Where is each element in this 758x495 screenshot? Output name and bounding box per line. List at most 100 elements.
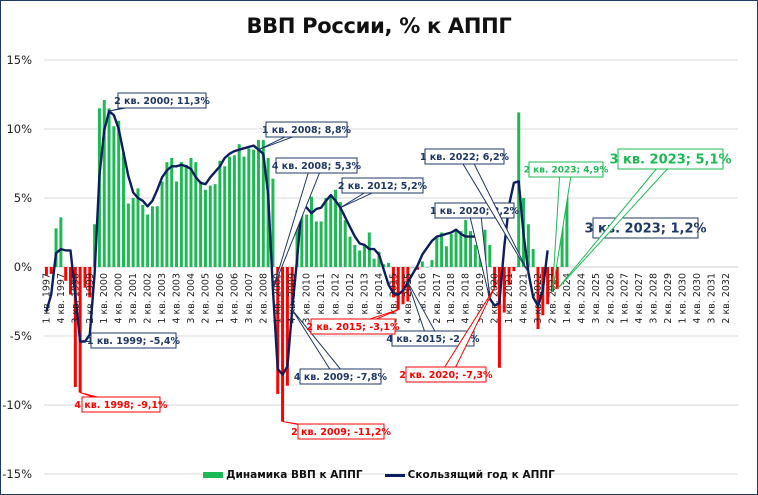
- bar: [387, 262, 391, 267]
- bar: [329, 195, 333, 267]
- x-tick-label: 4 кв. 2027: [634, 273, 645, 324]
- bar: [126, 203, 130, 267]
- bar: [155, 206, 159, 267]
- data-callout: 2 кв. 2015; -3,1%: [306, 309, 400, 335]
- data-callout: 2 кв. 2012; 5,2%: [338, 177, 428, 209]
- bar: [382, 264, 386, 267]
- x-tick-label: 3 кв. 2004: [186, 273, 197, 324]
- bar: [348, 236, 352, 267]
- bar: [179, 162, 183, 267]
- callout-label: 3 кв. 2023; 5,1%: [609, 153, 731, 168]
- bar: [536, 267, 540, 330]
- x-tick-label: 1 кв. 2030: [678, 273, 689, 324]
- bar: [290, 267, 294, 306]
- callout-label: 2 кв. 2009; -11,2%: [291, 427, 391, 438]
- callout-label: 2 кв. 2023; 4,9%: [524, 166, 609, 176]
- bar: [261, 140, 265, 267]
- bar: [502, 267, 506, 313]
- x-tick-label: 4 кв. 2015: [403, 273, 414, 324]
- bar: [309, 196, 313, 267]
- x-tick-label: 2 кв. 2002: [143, 273, 154, 324]
- bar: [194, 162, 198, 267]
- bar: [213, 184, 217, 267]
- bar: [59, 217, 63, 267]
- bar: [493, 267, 497, 288]
- callout-label: 1 кв. 2022; 6,2%: [420, 152, 510, 163]
- bar: [271, 178, 275, 267]
- bar: [546, 267, 550, 305]
- x-tick-label: 2 кв. 2017: [432, 273, 443, 324]
- bar: [199, 181, 203, 267]
- x-tick-label: 4 кв. 2024: [576, 273, 587, 324]
- bar: [295, 210, 299, 267]
- bar: [454, 229, 458, 267]
- bar: [122, 152, 126, 267]
- bar: [146, 214, 150, 267]
- legend-item-bars: Динамика ВВП к АППГ: [203, 469, 363, 481]
- bar: [420, 261, 424, 267]
- bar: [83, 267, 87, 288]
- bar: [136, 188, 140, 267]
- bar: [237, 144, 241, 267]
- bar: [189, 157, 193, 267]
- callout-label: 4 кв. 2009; -7,8%: [294, 372, 388, 383]
- x-tick-label: 3 кв. 2016: [417, 273, 428, 324]
- data-callout: 4 кв. 2008; 5,3%: [272, 157, 362, 290]
- legend-line-swatch-icon: [384, 473, 405, 477]
- bar: [208, 185, 212, 267]
- legend-bar-swatch-icon: [203, 472, 224, 478]
- callout-label: 2 кв. 2015; -3,1%: [306, 322, 400, 333]
- bar: [555, 267, 559, 290]
- x-tick-label: 3 кв. 2010: [302, 273, 313, 324]
- bar: [112, 126, 116, 268]
- x-tick-label: 2 кв. 2020: [490, 273, 501, 324]
- bar: [565, 196, 569, 267]
- y-tick-label: -15%: [2, 467, 32, 481]
- x-tick-label: 2 кв. 2023: [547, 273, 558, 324]
- bar: [338, 202, 342, 267]
- bar: [184, 164, 188, 267]
- bar: [396, 267, 400, 310]
- y-tick-label: -10%: [2, 398, 32, 412]
- bar: [449, 233, 453, 267]
- x-tick-label: 1 кв. 2021: [504, 273, 515, 324]
- bar: [440, 232, 444, 267]
- callout-label: 1 кв. 1999; -5,4%: [87, 336, 181, 347]
- bar: [73, 267, 77, 388]
- x-tick-label: 2 кв. 2008: [258, 273, 269, 324]
- x-tick-label: 1 кв. 2024: [562, 273, 573, 324]
- bar: [488, 244, 492, 267]
- x-tick-label: 4 кв. 2021: [519, 273, 530, 324]
- x-tick-label: 1 кв. 1997: [41, 273, 52, 324]
- bar: [93, 224, 97, 267]
- bar: [324, 198, 328, 267]
- bar: [150, 206, 154, 267]
- x-tick-label: 2 кв. 2011: [316, 273, 327, 324]
- bar: [102, 100, 106, 268]
- callout-label: 1 кв. 2020; 2,2%: [430, 206, 520, 217]
- bar: [218, 160, 222, 267]
- bar: [252, 149, 256, 267]
- data-callout: 4 кв. 2009; -7,8%: [291, 309, 388, 385]
- x-tick-label: 3 кв. 2022: [533, 273, 544, 324]
- y-tick-label: -5%: [10, 329, 32, 343]
- bar: [232, 155, 236, 267]
- bar: [69, 267, 73, 295]
- bar: [353, 244, 357, 267]
- x-tick-label: 3 кв. 2025: [591, 273, 602, 324]
- bar: [300, 198, 304, 267]
- data-callout: 4 кв. 2015; -2,0%: [386, 281, 480, 347]
- x-tick-label: 2 кв. 2032: [721, 273, 732, 324]
- x-tick-label: 4 кв. 2012: [345, 273, 356, 324]
- x-tick-label: 3 кв. 2013: [359, 273, 370, 324]
- bar: [203, 189, 207, 267]
- x-tick-label: 2 кв. 2005: [200, 273, 211, 324]
- bar: [435, 236, 439, 267]
- x-tick-label: 4 кв. 1997: [56, 273, 67, 324]
- x-tick-label: 1 кв. 2018: [446, 273, 457, 324]
- bar: [44, 267, 48, 276]
- bar: [107, 108, 111, 267]
- bar: [242, 156, 246, 267]
- bar: [319, 221, 323, 267]
- bar: [88, 267, 92, 298]
